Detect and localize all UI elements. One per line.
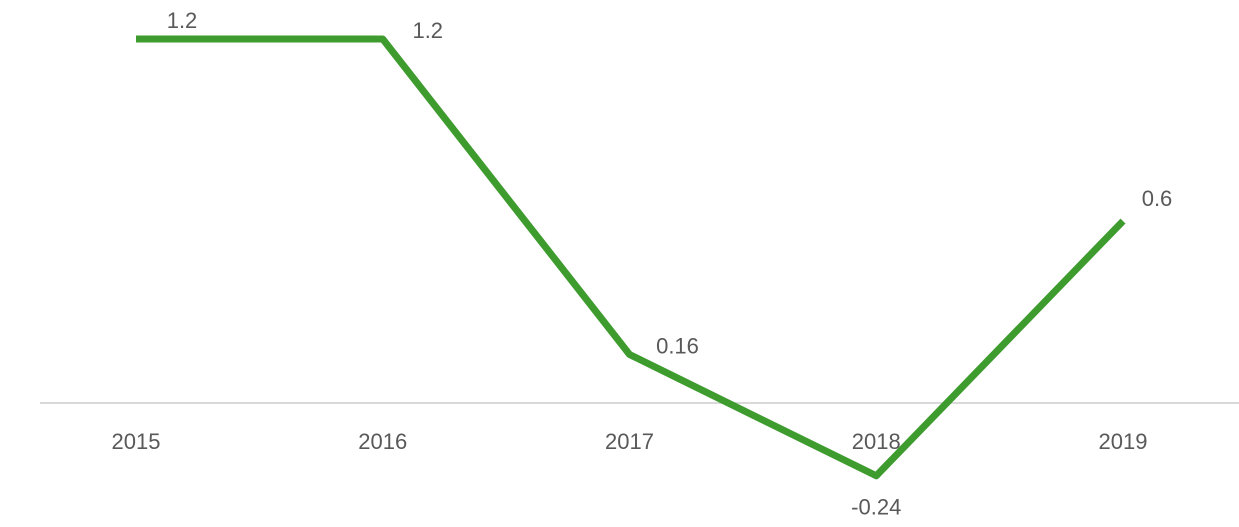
data-label: 1.2 — [412, 18, 443, 43]
data-label: 0.16 — [656, 333, 699, 358]
data-label: -0.24 — [851, 495, 901, 520]
x-tick-label: 2016 — [358, 429, 407, 454]
x-tick-label: 2015 — [112, 429, 161, 454]
x-tick-label: 2019 — [1099, 429, 1148, 454]
data-label: 0.6 — [1142, 186, 1173, 211]
data-line — [136, 35, 1126, 480]
x-tick-label: 2018 — [852, 429, 901, 454]
x-tick-label: 2017 — [605, 429, 654, 454]
data-label: 1.2 — [167, 8, 198, 33]
